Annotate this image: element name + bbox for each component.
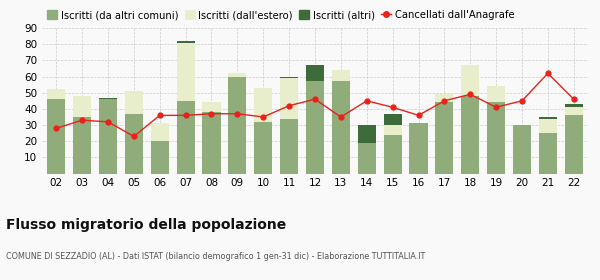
Bar [539, 133, 557, 174]
Bar [151, 141, 169, 174]
Bar [254, 88, 272, 122]
Bar [151, 123, 169, 141]
Bar [383, 135, 401, 174]
Bar [487, 86, 505, 102]
Bar [539, 117, 557, 119]
Bar [176, 41, 194, 43]
Text: COMUNE DI SEZZADIO (AL) - Dati ISTAT (bilancio demografico 1 gen-31 dic) - Elabo: COMUNE DI SEZZADIO (AL) - Dati ISTAT (bi… [6, 252, 425, 261]
Bar [280, 119, 298, 174]
Bar [47, 90, 65, 99]
Bar [47, 99, 65, 174]
Bar [99, 99, 117, 174]
Bar [461, 96, 479, 174]
Bar [125, 91, 143, 114]
Bar [202, 112, 221, 174]
Bar [229, 73, 247, 76]
Bar [383, 125, 401, 135]
Text: Flusso migratorio della popolazione: Flusso migratorio della popolazione [6, 218, 286, 232]
Legend: Iscritti (da altri comuni), Iscritti (dall'estero), Iscritti (altri), Cancellati: Iscritti (da altri comuni), Iscritti (da… [47, 10, 515, 20]
Bar [99, 97, 117, 99]
Bar [332, 70, 350, 81]
Bar [436, 94, 454, 102]
Bar [487, 102, 505, 174]
Bar [383, 114, 401, 125]
Bar [358, 143, 376, 174]
Bar [254, 122, 272, 174]
Bar [202, 102, 221, 112]
Bar [358, 125, 376, 143]
Bar [539, 119, 557, 133]
Bar [332, 81, 350, 174]
Bar [125, 114, 143, 174]
Bar [409, 123, 428, 174]
Bar [565, 107, 583, 115]
Bar [229, 76, 247, 174]
Bar [73, 96, 91, 117]
Bar [73, 117, 91, 174]
Bar [461, 65, 479, 96]
Bar [176, 101, 194, 174]
Bar [306, 81, 324, 174]
Bar [306, 65, 324, 81]
Bar [280, 78, 298, 119]
Bar [565, 104, 583, 107]
Bar [176, 43, 194, 101]
Bar [280, 76, 298, 78]
Bar [565, 115, 583, 174]
Bar [513, 125, 531, 174]
Bar [436, 102, 454, 174]
